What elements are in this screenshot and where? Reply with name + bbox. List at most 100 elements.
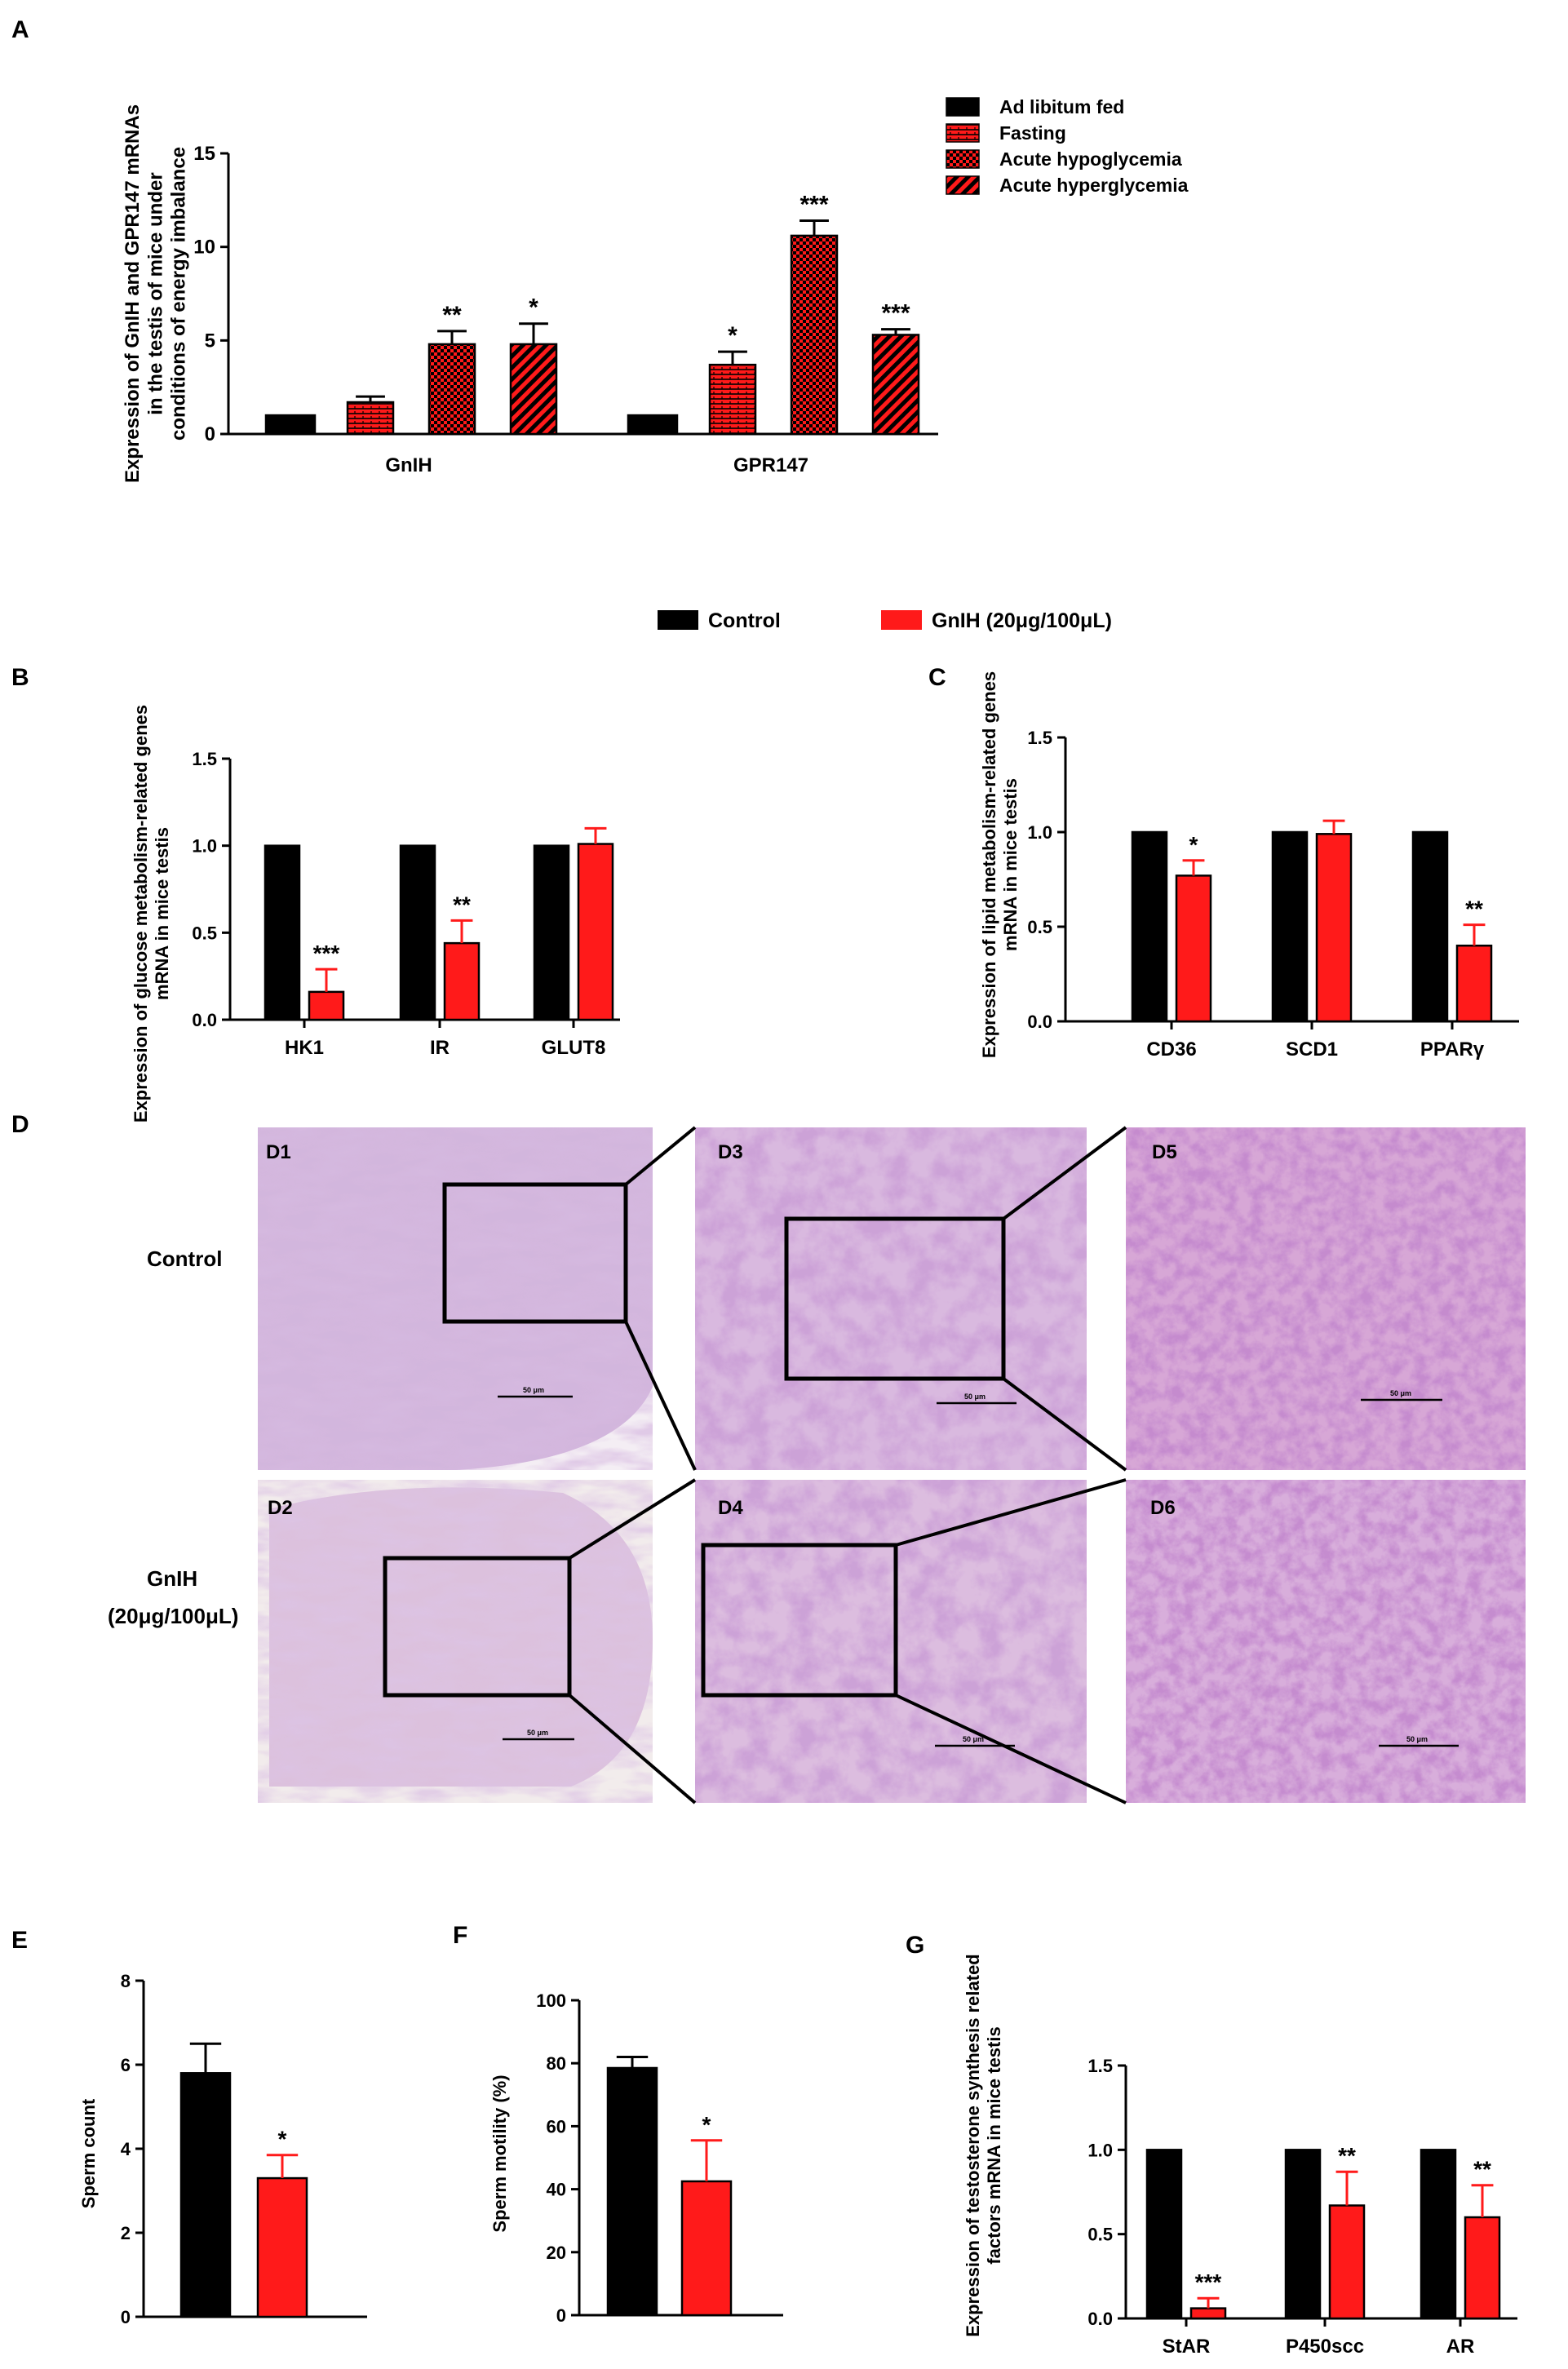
tile-d3: 50 μm D3 bbox=[695, 1127, 1087, 1470]
bar-c bbox=[1175, 875, 1212, 1023]
scale-bar-d1: 50 μm bbox=[523, 1386, 544, 1394]
y-tick-label-e: 4 bbox=[121, 2139, 131, 2159]
significance-a: * bbox=[529, 294, 538, 321]
scale-bar-d4: 50 μm bbox=[963, 1735, 984, 1743]
row-label-gnih: GnIH bbox=[147, 1566, 197, 1591]
y-tick-label-a: 10 bbox=[193, 237, 215, 259]
legend-swatch-gnih bbox=[881, 610, 922, 630]
y-tick-label-e: 6 bbox=[121, 2055, 131, 2075]
bar-f bbox=[680, 2180, 733, 2317]
y-axis-label-e: Sperm count bbox=[78, 2098, 99, 2208]
significance-g: *** bbox=[1195, 2269, 1222, 2295]
y-tick-label-g: 1.0 bbox=[1087, 2140, 1113, 2160]
tile-label-d3: D3 bbox=[718, 1141, 743, 1163]
legend-swatch-control bbox=[658, 610, 698, 630]
significance-e: * bbox=[278, 2127, 287, 2152]
x-tick-label-a: GPR147 bbox=[733, 454, 808, 476]
bar-a bbox=[871, 334, 920, 436]
bar-b bbox=[577, 843, 614, 1021]
x-tick-label-g: P450scc bbox=[1286, 2336, 1364, 2358]
x-tick-label-c: CD36 bbox=[1146, 1038, 1196, 1061]
y-tick-label-f: 60 bbox=[547, 2116, 566, 2137]
x-tick-label-a: GnIH bbox=[385, 454, 432, 476]
x-tick-label-b: HK1 bbox=[285, 1037, 324, 1059]
bar-g bbox=[1420, 2149, 1457, 2320]
y-tick-label-c: 0.5 bbox=[1027, 917, 1052, 937]
y-axis-label-a: Expression of GnIH and GPR147 mRNAsin th… bbox=[122, 104, 190, 483]
scale-bar-d5: 50 μm bbox=[1390, 1389, 1411, 1397]
y-axis-label-g: Expression of testosterone synthesis rel… bbox=[963, 1954, 1004, 2337]
shared-legend: Control GnIH (20μg/100μL) bbox=[658, 609, 1112, 632]
y-tick-label-b: 1.5 bbox=[192, 749, 217, 769]
tile-d1: 50 μm D1 bbox=[258, 1127, 653, 1470]
y-tick-label-e: 2 bbox=[121, 2223, 131, 2243]
y-axis-label-c: Expression of lipid metabolism-related g… bbox=[979, 671, 1021, 1058]
y-tick-label-c: 1.5 bbox=[1027, 728, 1052, 748]
x-tick-label-g: StAR bbox=[1163, 2336, 1211, 2358]
y-tick-label-e: 0 bbox=[121, 2307, 131, 2327]
x-tick-label-b: GLUT8 bbox=[542, 1037, 606, 1059]
y-tick-label-a: 5 bbox=[205, 330, 215, 352]
tile-label-d4: D4 bbox=[718, 1497, 743, 1519]
panel-label-d: D bbox=[11, 1111, 29, 1138]
y-tick-label-a: 15 bbox=[193, 143, 215, 165]
legend-label-control: Control bbox=[708, 609, 781, 632]
row-label-dose: (20μg/100μL) bbox=[108, 1604, 238, 1628]
significance-c: * bbox=[1189, 832, 1198, 857]
y-tick-label-g: 1.5 bbox=[1087, 2056, 1113, 2076]
legend-swatch-a bbox=[946, 149, 980, 169]
bar-c bbox=[1131, 830, 1168, 1023]
scale-bar-d2: 50 μm bbox=[527, 1729, 548, 1737]
y-tick-label-c: 0.0 bbox=[1027, 1012, 1052, 1032]
y-tick-label-g: 0.0 bbox=[1087, 2309, 1113, 2329]
panel-label-g: G bbox=[906, 1932, 924, 1959]
x-tick-label-g: AR bbox=[1446, 2336, 1475, 2358]
legend-swatch-a bbox=[946, 97, 980, 117]
significance-c: ** bbox=[1465, 897, 1483, 922]
y-axis-label-b: Expression of glucose metabolism-related… bbox=[131, 705, 172, 1123]
significance-b: ** bbox=[453, 892, 471, 917]
bar-c bbox=[1455, 944, 1493, 1023]
tile-d2: 50 μm D2 bbox=[258, 1480, 653, 1803]
legend-swatch-a bbox=[946, 123, 980, 143]
y-tick-label-e: 8 bbox=[121, 1971, 131, 1991]
bar-g bbox=[1328, 2204, 1366, 2320]
bar-g bbox=[1284, 2149, 1322, 2320]
bar-c bbox=[1411, 830, 1449, 1023]
y-tick-label-b: 0.5 bbox=[192, 923, 217, 943]
row-label-control: Control bbox=[147, 1246, 222, 1271]
chart-g: 0.0 0.5 1.0 1.5 Expression of testosterone s… bbox=[963, 1954, 1517, 2358]
legend-label-a: Fasting bbox=[999, 122, 1066, 144]
tile-label-d6: D6 bbox=[1150, 1497, 1176, 1519]
y-tick-label-b: 1.0 bbox=[192, 836, 217, 857]
significance-g: ** bbox=[1473, 2157, 1491, 2182]
bar-a bbox=[346, 401, 395, 436]
legend-label-a: Ad libitum fed bbox=[999, 96, 1124, 117]
y-tick-label-g: 0.5 bbox=[1087, 2225, 1113, 2245]
x-tick-label-b: IR bbox=[430, 1037, 450, 1059]
y-tick-label-f: 100 bbox=[536, 1990, 566, 2011]
tile-d6: 50 μm D6 bbox=[1126, 1480, 1526, 1803]
bar-c bbox=[1315, 833, 1353, 1023]
legend-label-a: Acute hyperglycemia bbox=[999, 175, 1189, 196]
y-tick-label-b: 0.0 bbox=[192, 1010, 217, 1030]
bar-b bbox=[399, 844, 436, 1021]
bar-a bbox=[509, 343, 558, 436]
bar-g bbox=[1464, 2216, 1501, 2320]
legend-label-a: Acute hypoglycemia bbox=[999, 148, 1182, 170]
significance-g: ** bbox=[1338, 2143, 1356, 2168]
scale-bar-d3: 50 μm bbox=[964, 1393, 986, 1401]
bar-c bbox=[1271, 830, 1309, 1023]
y-tick-label-f: 20 bbox=[547, 2243, 566, 2263]
tile-label-d1: D1 bbox=[266, 1141, 291, 1163]
panel-label-b: B bbox=[11, 664, 29, 691]
scale-bar-d6: 50 μm bbox=[1406, 1735, 1428, 1743]
y-tick-label-a: 0 bbox=[205, 423, 215, 445]
panel-label-a: A bbox=[11, 16, 29, 43]
bar-a bbox=[427, 343, 476, 436]
significance-a: * bbox=[728, 322, 737, 349]
legend-label-gnih: GnIH (20μg/100μL) bbox=[932, 609, 1112, 632]
legend-swatch-a bbox=[946, 175, 980, 195]
